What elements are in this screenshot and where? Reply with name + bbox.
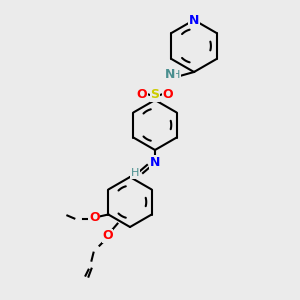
Text: O: O: [163, 88, 173, 100]
Text: S: S: [151, 88, 160, 101]
Text: H: H: [172, 70, 181, 80]
Text: H: H: [131, 168, 139, 178]
Text: O: O: [89, 211, 100, 224]
Text: N: N: [165, 68, 176, 81]
Text: N: N: [189, 14, 199, 26]
Text: N: N: [150, 155, 160, 169]
Text: O: O: [137, 88, 147, 100]
Text: O: O: [102, 229, 113, 242]
